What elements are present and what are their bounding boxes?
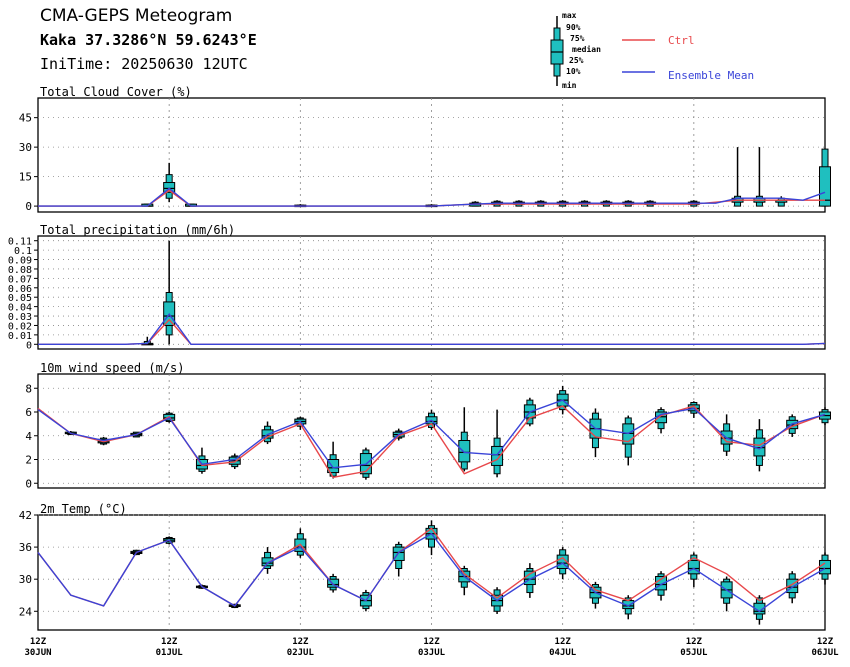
box-inner xyxy=(786,578,799,594)
box-plot xyxy=(655,407,668,434)
box-inner xyxy=(819,559,831,575)
box-inner xyxy=(458,440,471,463)
box-inner xyxy=(491,445,504,466)
x-tick-date: 06JUL xyxy=(811,648,839,658)
location-label: Kaka 37.3286°N 59.6243°E xyxy=(40,31,257,49)
y-tick-label: 30 xyxy=(19,573,32,586)
x-tick-hour: 12Z xyxy=(161,637,178,647)
box-plot xyxy=(327,573,340,593)
box-plot xyxy=(294,528,307,558)
y-tick-label: 0.01 xyxy=(8,331,32,342)
y-tick-label: 0.05 xyxy=(8,293,32,304)
x-tick-date: 04JUL xyxy=(549,648,577,658)
x-tick-hour: 12Z xyxy=(30,637,47,647)
x-tick-hour: 12Z xyxy=(555,637,572,647)
y-tick-label: 0.06 xyxy=(8,284,32,295)
init-time-label: IniTime: 20250630 12UTC xyxy=(40,55,248,73)
panel-title: Total precipitation (mm/6h) xyxy=(40,223,235,237)
legend-box-label: min xyxy=(562,80,577,90)
mean-line xyxy=(37,532,826,613)
y-tick-label: 15 xyxy=(19,171,32,184)
box-inner xyxy=(687,559,700,575)
panel-1: Total precipitation (mm/6h) 00.010.020.03… xyxy=(8,223,826,351)
box-plot xyxy=(819,148,831,207)
box-inner xyxy=(163,182,176,193)
panel-2: 10m wind speed (m/s) 0 2 4 6 8 xyxy=(25,361,831,490)
box-inner xyxy=(556,554,569,569)
y-tick-label: 0.09 xyxy=(8,256,32,267)
x-tick-date: 02JUL xyxy=(287,648,315,658)
box-plot xyxy=(720,576,733,612)
box-inner xyxy=(392,546,405,561)
panel-3: 2m Temp (°C) 24 30 36 42 xyxy=(19,502,831,631)
panels: Total Cloud Cover (%) 0 15 30 45 Total precip… xyxy=(8,85,831,631)
y-tick-label: 36 xyxy=(19,541,32,554)
box-inner xyxy=(327,578,340,588)
panel-title: Total Cloud Cover (%) xyxy=(40,85,192,99)
page-title: CMA-GEPS Meteogram xyxy=(40,6,233,26)
legend: max 90% 75%median 25% 10% min Ctrl Ensemble Mea… xyxy=(550,11,754,90)
mean-line xyxy=(37,399,826,469)
x-tick-date: 01JUL xyxy=(156,648,184,658)
box-plot xyxy=(491,409,504,478)
x-tick-hour: 12Z xyxy=(686,637,703,647)
box-plot xyxy=(327,441,340,479)
mean-line xyxy=(38,313,826,345)
box-plot xyxy=(458,565,471,596)
y-tick-label: 0.02 xyxy=(8,321,32,332)
x-tick-hour: 12Z xyxy=(292,637,309,647)
x-tick-hour: 12Z xyxy=(423,637,440,647)
box-plot xyxy=(523,563,536,598)
box-plot xyxy=(163,240,176,345)
legend-box-label: 90% xyxy=(566,23,581,32)
panel-title: 10m wind speed (m/s) xyxy=(40,361,185,375)
legend-ctrl-label: Ctrl xyxy=(668,34,695,47)
box-inner xyxy=(819,166,831,207)
y-tick-label: 0.08 xyxy=(8,265,32,276)
y-tick-label: 45 xyxy=(19,112,32,125)
y-tick-label: 30 xyxy=(19,141,32,154)
y-tick-label: 0.07 xyxy=(8,274,32,285)
box-plot xyxy=(819,552,831,585)
box-inner xyxy=(327,459,340,474)
panel-0: Total Cloud Cover (%) 0 15 30 45 xyxy=(19,85,831,213)
y-tick-label: 8 xyxy=(25,382,32,395)
y-tick-label: 2 xyxy=(25,454,32,467)
box-plot xyxy=(163,162,176,203)
y-tick-label: 0.11 xyxy=(8,237,32,248)
legend-box-label: 25% xyxy=(569,56,584,65)
panel-title: 2m Temp (°C) xyxy=(40,502,127,516)
y-tick-label: 4 xyxy=(25,430,32,443)
mean-line xyxy=(38,187,826,207)
x-tick-date: 05JUL xyxy=(680,648,708,658)
y-tick-label: 0.1 xyxy=(14,246,32,257)
ctrl-line xyxy=(37,405,826,479)
box-plot xyxy=(753,595,766,625)
y-tick-label: 42 xyxy=(19,509,32,522)
time-axis: 12Z30JUN12Z01JUL12Z02JUL12Z03JUL12Z04JUL… xyxy=(24,637,839,658)
x-tick-date: 30JUN xyxy=(24,648,51,658)
y-tick-label: 0 xyxy=(25,200,32,213)
box-plot xyxy=(458,407,471,472)
legend-box-label: 10% xyxy=(566,67,581,76)
y-tick-label: 6 xyxy=(25,406,32,419)
box-plot xyxy=(655,571,668,601)
y-tick-label: 0.03 xyxy=(8,312,32,323)
legend-mean-label: Ensemble Mean xyxy=(668,69,754,82)
y-tick-label: 24 xyxy=(19,605,33,618)
y-tick-label: 0 xyxy=(25,477,32,490)
x-tick-hour: 12Z xyxy=(817,637,834,647)
legend-box-label: median xyxy=(572,44,601,54)
x-tick-date: 03JUL xyxy=(418,648,446,658)
box-inner xyxy=(261,557,274,567)
legend-box-label: max xyxy=(562,11,577,20)
y-tick-label: 0.04 xyxy=(8,303,32,314)
y-tick-label: 0 xyxy=(26,340,32,351)
legend-box-label: 75% xyxy=(570,34,585,43)
box-inner xyxy=(753,602,766,615)
